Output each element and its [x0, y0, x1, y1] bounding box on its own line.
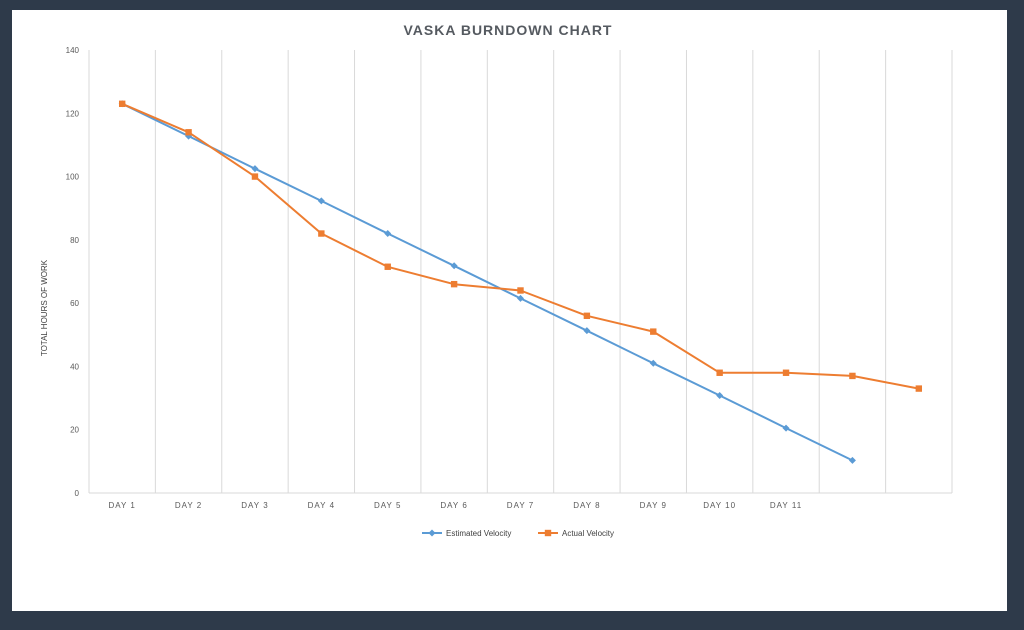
data-point-actual	[915, 385, 923, 392]
legend-marker	[544, 529, 552, 537]
data-point-actual	[118, 100, 126, 107]
burndown-chart: VASKA BURNDOWN CHART TOTAL HOURS OF WORK…	[40, 22, 953, 538]
data-point-actual	[716, 369, 723, 376]
data-point-actual	[384, 263, 391, 270]
y-tick-label: 140	[66, 46, 80, 55]
data-point-actual	[251, 173, 259, 180]
data-point-estimated	[583, 327, 591, 335]
x-tick-label: DAY 11	[770, 501, 802, 510]
y-tick-label: 60	[70, 299, 79, 308]
data-point-actual	[583, 312, 591, 319]
data-point-actual	[782, 369, 790, 376]
y-tick-label: 40	[70, 362, 79, 371]
grid-lines	[88, 50, 953, 493]
data-point-estimated	[251, 165, 259, 173]
series-line-estimated	[121, 102, 853, 462]
y-tick-label: 0	[75, 489, 80, 498]
data-point-actual	[185, 129, 192, 136]
axes: 0 20 40 60 80 100 120 140 DAY 1 DAY 2 DAY 3 DAY 4 DA…	[66, 46, 952, 510]
data-point-estimated	[649, 359, 657, 367]
data-point-estimated	[317, 197, 325, 205]
legend-label: Estimated Velocity	[446, 529, 511, 538]
x-tick-label: DAY 1	[108, 501, 135, 510]
data-point-estimated	[517, 294, 524, 302]
x-tick-label: DAY 2	[175, 501, 202, 510]
legend-item-estimated: Estimated Velocity	[422, 529, 511, 538]
x-tick-label: DAY 10	[703, 501, 736, 510]
data-point-estimated	[384, 230, 392, 238]
y-axis-title: TOTAL HOURS OF WORK	[40, 259, 49, 356]
y-tick-label: 80	[70, 236, 79, 245]
x-tick-label: DAY 3	[241, 501, 268, 510]
data-point-estimated	[848, 456, 856, 464]
legend-marker	[428, 529, 436, 537]
x-tick-label: DAY 7	[507, 501, 534, 510]
chart-panel: VASKA BURNDOWN CHART TOTAL HOURS OF WORK…	[12, 10, 1007, 611]
data-point-estimated	[450, 262, 458, 270]
data-point-actual	[650, 328, 657, 335]
data-point-actual	[517, 287, 524, 294]
data-point-actual	[450, 280, 458, 288]
legend-label: Actual Velocity	[562, 529, 614, 538]
x-tick-label: DAY 8	[573, 501, 600, 510]
chart-title: VASKA BURNDOWN CHART	[404, 22, 613, 38]
legend-item-actual: Actual Velocity	[538, 529, 614, 538]
series-lines	[118, 100, 923, 464]
y-tick-label: 20	[70, 426, 79, 435]
y-tick-label: 120	[66, 109, 80, 118]
data-point-actual	[318, 230, 325, 237]
legend: Estimated Velocity Actual Velocity	[422, 529, 614, 538]
data-point-estimated	[782, 424, 790, 432]
x-tick-label: DAY 5	[374, 501, 401, 510]
y-tick-label: 100	[66, 173, 80, 182]
data-point-estimated	[716, 392, 724, 400]
data-point-actual	[849, 372, 856, 380]
x-tick-label: DAY 4	[308, 501, 335, 510]
x-tick-label: DAY 9	[640, 501, 667, 510]
x-tick-label: DAY 6	[440, 501, 467, 510]
series-actual	[118, 100, 923, 392]
series-line-actual	[121, 102, 919, 390]
